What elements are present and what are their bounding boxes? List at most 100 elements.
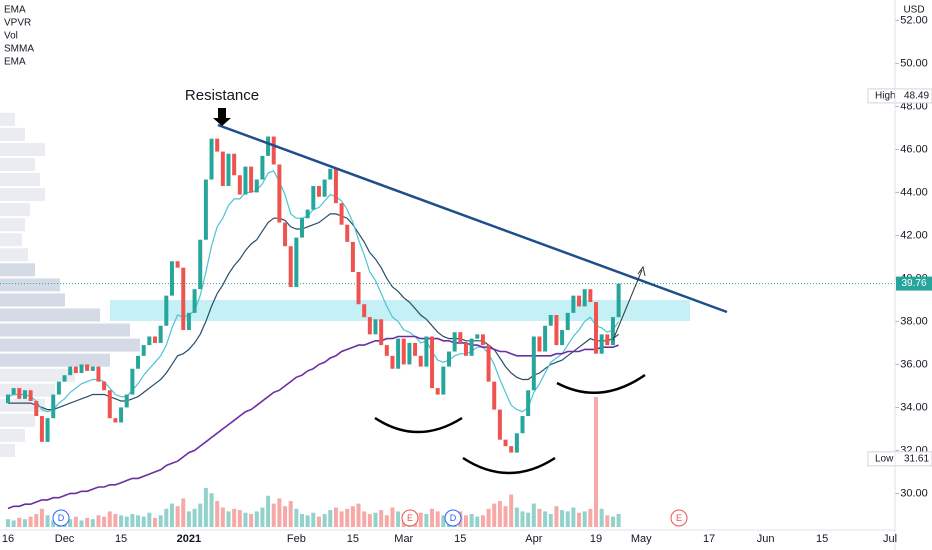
x-tick-label: 17 bbox=[703, 533, 715, 545]
candle-body bbox=[616, 283, 621, 318]
candle-body bbox=[249, 166, 254, 193]
volume-bar bbox=[113, 514, 118, 527]
candle-body bbox=[254, 179, 259, 193]
y-tick-label: 34.00 bbox=[900, 401, 928, 413]
candle-body bbox=[548, 314, 553, 326]
volume-bar bbox=[141, 516, 146, 527]
candle-body bbox=[599, 334, 604, 354]
candle-body bbox=[401, 338, 406, 365]
candle-body bbox=[158, 325, 163, 343]
candle-body bbox=[85, 364, 90, 371]
candle-body bbox=[475, 334, 480, 339]
candle-body bbox=[560, 330, 565, 346]
volume-bar bbox=[492, 503, 497, 527]
candle-body bbox=[305, 209, 310, 219]
volume-bar bbox=[418, 512, 423, 527]
candle-body bbox=[447, 351, 451, 367]
volume-bar bbox=[237, 510, 242, 527]
event-marker bbox=[670, 509, 688, 527]
volume-bar bbox=[305, 515, 310, 527]
candle-body bbox=[577, 295, 582, 307]
support-zone bbox=[110, 300, 690, 321]
candle-body bbox=[175, 261, 180, 268]
candle-body bbox=[610, 317, 615, 346]
drawings: Resistance bbox=[185, 87, 728, 475]
profile-bar bbox=[0, 428, 25, 442]
volume-bar bbox=[271, 503, 276, 527]
candle-body bbox=[22, 390, 27, 399]
volume-bar bbox=[605, 515, 610, 527]
volume-bar bbox=[22, 519, 27, 527]
volume-bar bbox=[130, 514, 135, 527]
volume-bar bbox=[328, 510, 333, 527]
y-tick-label: 44.00 bbox=[900, 186, 928, 198]
candle-body bbox=[215, 138, 220, 152]
x-tick-label: Mar bbox=[394, 533, 413, 545]
volume-bar bbox=[554, 506, 559, 527]
event-marker bbox=[444, 509, 462, 527]
candle-body bbox=[486, 345, 491, 382]
legend-entry: EMA bbox=[4, 57, 26, 68]
volume-bar bbox=[203, 488, 208, 527]
event-label: E bbox=[676, 513, 682, 523]
candle-body bbox=[362, 304, 367, 318]
event-marker bbox=[52, 509, 70, 527]
profile-bar bbox=[0, 263, 35, 277]
x-tick-label: 15 bbox=[454, 533, 466, 545]
candle-body bbox=[277, 164, 282, 223]
volume-bar bbox=[260, 507, 265, 527]
x-tick-label: Apr bbox=[525, 533, 542, 545]
volume-bar bbox=[90, 519, 95, 527]
y-tick-label: 46.00 bbox=[900, 143, 928, 155]
volume-bar bbox=[249, 514, 254, 527]
candle-body bbox=[339, 203, 344, 225]
legend: EMA VPVR Vol SMMA EMA bbox=[4, 5, 34, 68]
candle-body bbox=[113, 418, 118, 423]
candle-body bbox=[373, 319, 378, 335]
volume-bar bbox=[322, 514, 327, 527]
candle-body bbox=[192, 289, 197, 313]
candle-body bbox=[169, 261, 174, 296]
volume-bar bbox=[345, 508, 350, 527]
candle-body bbox=[537, 336, 542, 352]
profile-bar bbox=[0, 398, 45, 412]
y-tick-label: 52.00 bbox=[900, 14, 928, 26]
volume-bar bbox=[384, 515, 389, 527]
volume-bar bbox=[311, 512, 316, 527]
candle-body bbox=[96, 366, 101, 382]
candle-body bbox=[28, 390, 33, 401]
profile-bar bbox=[0, 293, 65, 307]
volume-bar bbox=[186, 511, 191, 527]
y-tick-label: 50.00 bbox=[900, 57, 928, 69]
y-tick-label: 38.00 bbox=[900, 315, 928, 327]
volume-bar bbox=[215, 501, 220, 527]
volume-bar bbox=[6, 519, 10, 527]
volume-bar bbox=[503, 506, 508, 527]
volume-bar bbox=[362, 511, 367, 527]
candle-body bbox=[209, 138, 214, 180]
volume-bar bbox=[599, 508, 604, 527]
volume-bar bbox=[463, 515, 468, 527]
volume-bar bbox=[96, 515, 101, 527]
candle-body bbox=[90, 366, 95, 371]
right-shoulder-arc bbox=[556, 373, 646, 395]
volume-bar bbox=[181, 498, 186, 527]
candle-body bbox=[424, 336, 429, 367]
profile-bar bbox=[0, 248, 28, 262]
profile-bar bbox=[0, 368, 75, 382]
candle-body bbox=[73, 366, 78, 374]
candle-body bbox=[390, 355, 395, 369]
candle-body bbox=[531, 336, 536, 391]
legend-entry: SMMA bbox=[4, 44, 34, 55]
low-label: Low bbox=[875, 453, 894, 464]
y-tick-label: 42.00 bbox=[900, 229, 928, 241]
candle-body bbox=[186, 312, 191, 331]
volume-bar bbox=[68, 519, 73, 527]
event-label: D bbox=[58, 513, 65, 523]
candle-body bbox=[288, 246, 293, 288]
volume-bar bbox=[560, 510, 565, 527]
arrow-head bbox=[637, 265, 646, 277]
candle-body bbox=[554, 314, 559, 346]
volume-bar bbox=[379, 510, 384, 527]
